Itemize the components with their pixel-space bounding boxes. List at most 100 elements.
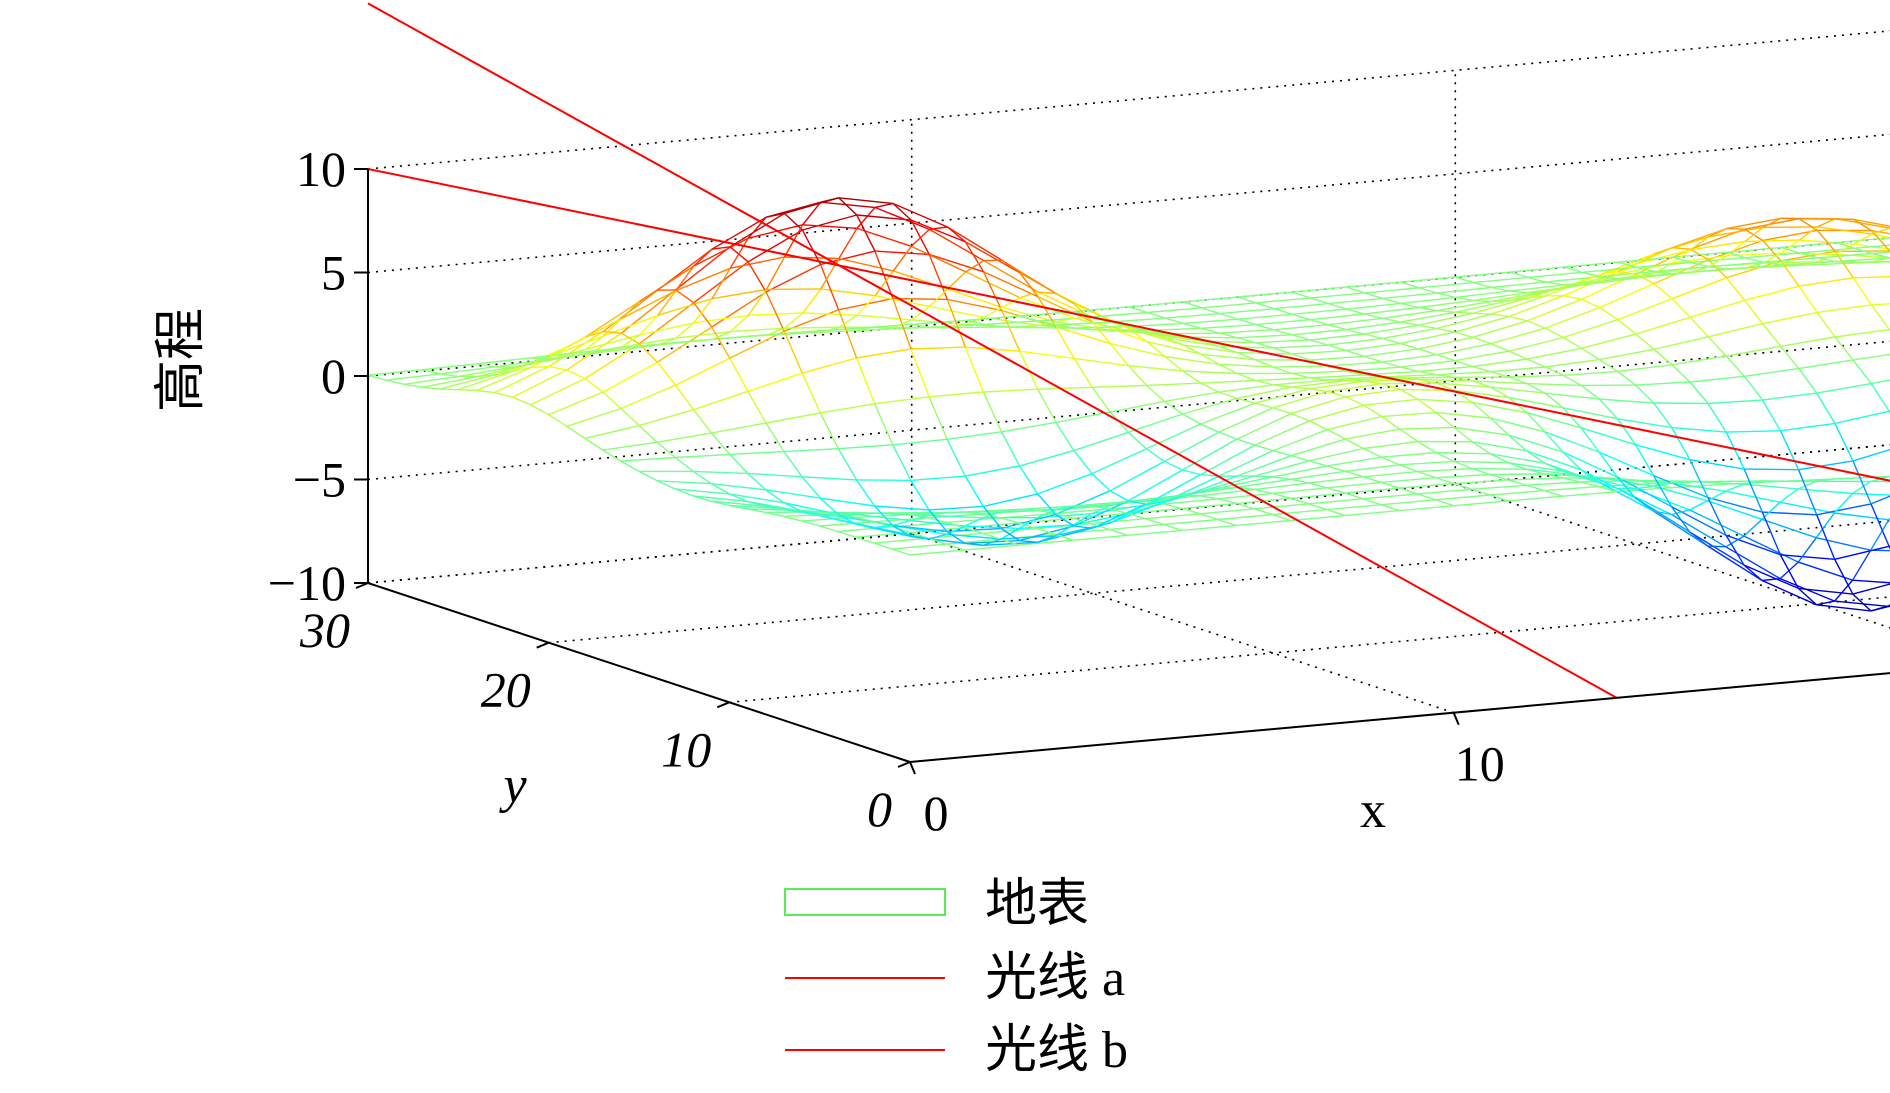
surface-mesh-segment <box>1545 360 1599 367</box>
x-tick <box>910 762 915 774</box>
surface-mesh-segment <box>1346 343 1400 350</box>
surface-mesh-segment <box>1020 466 1038 494</box>
surface-mesh-segment <box>838 449 856 480</box>
surface-mesh-segment <box>1382 453 1436 458</box>
surface-mesh-segment <box>1111 331 1129 332</box>
surface-mesh-segment <box>1327 482 1381 487</box>
surface-mesh-segment <box>1237 414 1291 440</box>
surface-mesh-segment <box>929 506 983 510</box>
surface-mesh-segment <box>1038 387 1092 389</box>
surface-mesh-segment <box>1345 511 1399 516</box>
surface-mesh-segment <box>1200 514 1218 520</box>
surface-mesh-segment <box>1219 364 1273 367</box>
surface-mesh-segment <box>1853 580 1890 584</box>
surface-mesh-segment <box>603 450 621 461</box>
surface-mesh-segment <box>1400 488 1418 494</box>
surface-mesh-segment <box>1763 400 1781 431</box>
surface-mesh-segment <box>965 347 983 392</box>
surface-mesh-segment <box>1129 366 1183 371</box>
surface-mesh-segment <box>621 458 675 462</box>
surface-mesh-segment <box>1490 475 1508 480</box>
surface-mesh-segment <box>1310 314 1364 320</box>
surface-mesh-segment <box>1726 491 1780 502</box>
surface-mesh-segment <box>1292 330 1346 335</box>
surface-mesh-segment <box>1799 369 1817 394</box>
surface-mesh-segment <box>1382 457 1400 465</box>
surface-mesh-segment <box>784 449 838 452</box>
surface-mesh-segment <box>1327 430 1345 440</box>
surface-mesh-segment <box>1238 314 1292 319</box>
surface-mesh-segment <box>1564 267 1582 272</box>
surface-mesh-segment <box>821 198 839 202</box>
surface-mesh-segment <box>1401 312 1455 322</box>
surface-mesh-segment <box>1400 428 1454 430</box>
surface-mesh-segment <box>603 442 657 450</box>
surface-mesh-segment <box>1327 417 1381 430</box>
surface-mesh-segment <box>1020 451 1074 466</box>
surface-mesh-segment <box>1345 493 1363 499</box>
surface-mesh-segment <box>1473 359 1527 366</box>
surface-mesh-segment <box>983 389 1037 392</box>
surface-mesh-segment <box>1400 484 1454 489</box>
surface-mesh-segment <box>1092 474 1110 491</box>
surface-mesh-segment <box>1365 288 1419 293</box>
surface-mesh-segment <box>1273 477 1291 479</box>
surface-mesh-segment <box>1600 308 1618 320</box>
surface-mesh-segment <box>1364 356 1382 362</box>
surface-mesh-segment <box>1401 343 1419 349</box>
surface-mesh-segment <box>1509 338 1563 352</box>
surface-mesh-segment <box>1128 530 1182 535</box>
surface-mesh-segment <box>1564 262 1618 267</box>
surface-mesh-segment <box>1345 471 1363 477</box>
surface-mesh-segment <box>1219 408 1273 432</box>
surface-mesh-segment <box>1274 345 1328 348</box>
y-tick <box>537 643 549 648</box>
surface-mesh-segment <box>767 289 821 290</box>
surface-mesh-segment <box>1798 538 1816 562</box>
surface-mesh-segment <box>1147 313 1165 319</box>
surface-mesh-segment <box>1074 358 1128 365</box>
surface-mesh-segment <box>1599 399 1653 403</box>
surface-mesh-segment <box>1346 381 1364 382</box>
surface-mesh-segment <box>1690 376 1744 382</box>
surface-mesh-segment <box>1853 482 1871 494</box>
surface-mesh-segment <box>1672 278 1726 299</box>
surface-mesh-segment <box>1871 482 1890 504</box>
x-axis-label: x <box>1360 782 1386 839</box>
surface-mesh-segment <box>1582 334 1636 348</box>
surface-mesh-segment <box>1273 408 1291 414</box>
surface-mesh-segment <box>730 257 784 268</box>
surface-mesh-segment <box>1182 525 1236 530</box>
surface-mesh-segment <box>1763 230 1817 240</box>
surface-mesh-segment <box>1509 351 1527 359</box>
surface-mesh-segment <box>1363 499 1381 505</box>
surface-mesh-segment <box>531 405 549 415</box>
surface-mesh-segment <box>1309 421 1327 430</box>
surface-mesh-segment <box>1817 230 1835 251</box>
surface-mesh-segment <box>1582 299 1600 307</box>
surface-mesh-segment <box>1183 319 1237 323</box>
surface-mesh-segment <box>1528 277 1546 282</box>
surface-mesh-segment <box>640 345 658 346</box>
surface-mesh-segment <box>892 512 946 513</box>
surface-mesh-segment <box>1744 536 1798 562</box>
surface-mesh-segment <box>1527 321 1545 328</box>
surface-mesh-segment <box>1309 405 1363 421</box>
surface-mesh-segment <box>911 476 965 480</box>
surface-mesh-segment <box>965 476 983 506</box>
surface-mesh-segment <box>1690 532 1744 565</box>
surface-mesh-segment <box>1382 417 1400 430</box>
surface-mesh-segment <box>1291 414 1309 421</box>
surface-mesh-segment <box>1582 348 1600 359</box>
surface-mesh-segment <box>1745 300 1763 323</box>
surface-mesh-segment <box>1582 272 1600 276</box>
surface-mesh-segment <box>1273 493 1291 498</box>
surface-mesh-segment <box>1310 356 1364 360</box>
surface-mesh-segment <box>1473 321 1527 337</box>
surface-mesh-segment <box>893 246 911 271</box>
surface-mesh-segment <box>1256 303 1274 309</box>
surface-mesh-segment <box>1274 304 1328 309</box>
surface-mesh-segment <box>1744 369 1798 377</box>
surface-mesh-segment <box>1798 481 1816 489</box>
surface-mesh-segment <box>1346 309 1364 314</box>
